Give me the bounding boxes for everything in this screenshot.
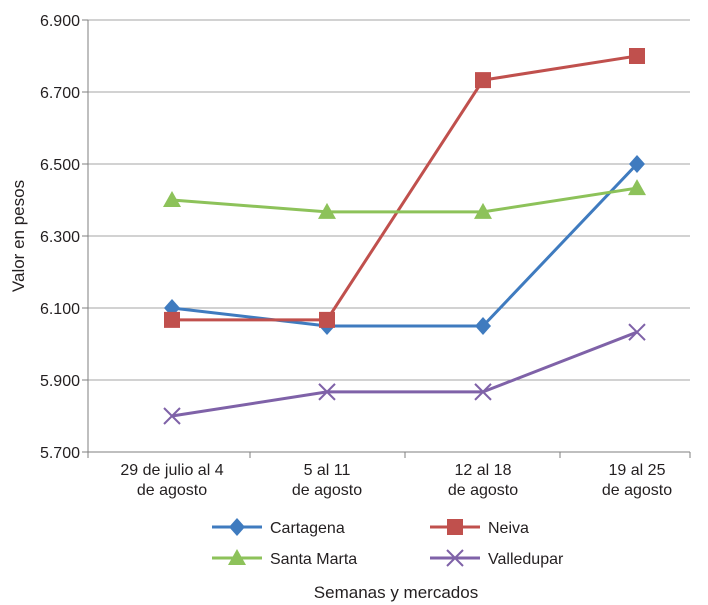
x-marker bbox=[628, 323, 646, 341]
gridlines bbox=[88, 19, 690, 381]
x-marker bbox=[446, 549, 464, 567]
x-marker-stroke bbox=[318, 383, 336, 401]
axes bbox=[82, 19, 691, 458]
square-marker bbox=[475, 72, 491, 89]
x-tick-label: de agosto bbox=[137, 482, 207, 499]
series-line bbox=[171, 330, 638, 418]
triangle-marker bbox=[318, 202, 336, 219]
series-santa-marta bbox=[163, 179, 646, 219]
series-neiva bbox=[164, 48, 645, 328]
series-valledupar bbox=[163, 323, 646, 425]
series-line bbox=[172, 54, 638, 322]
triangle-marker bbox=[474, 202, 492, 219]
triangle-marker bbox=[163, 191, 181, 207]
legend-item: Cartagena bbox=[212, 518, 345, 537]
y-axis-title: Valor en pesos bbox=[9, 180, 28, 292]
x-tick-label: de agosto bbox=[448, 482, 518, 499]
y-tick-label: 6.100 bbox=[40, 301, 80, 318]
series-line bbox=[171, 186, 638, 214]
legend-item: Valledupar bbox=[430, 549, 564, 568]
x-tick-label: de agosto bbox=[602, 482, 672, 499]
y-tick-label: 6.500 bbox=[40, 157, 80, 174]
x-marker bbox=[163, 407, 181, 425]
x-marker bbox=[318, 383, 336, 401]
legend-item: Neiva bbox=[430, 519, 529, 537]
x-tick-label: 19 al 25 bbox=[609, 462, 666, 479]
series-group bbox=[163, 48, 646, 425]
y-tick-label: 5.900 bbox=[40, 373, 80, 390]
triangle-marker bbox=[628, 179, 646, 196]
square-marker bbox=[447, 519, 463, 535]
triangle-marker bbox=[228, 549, 246, 565]
x-marker bbox=[474, 383, 492, 401]
x-tick-label: 12 al 18 bbox=[455, 462, 512, 479]
x-tick-label: 29 de julio al 4 bbox=[120, 462, 223, 479]
diamond-marker bbox=[475, 317, 491, 335]
x-marker-stroke bbox=[474, 383, 492, 401]
series-line bbox=[171, 162, 639, 328]
x-marker-stroke bbox=[163, 407, 181, 425]
x-tick-label: de agosto bbox=[292, 482, 362, 499]
y-tick-label: 6.700 bbox=[40, 85, 80, 102]
legend-label: Santa Marta bbox=[270, 551, 357, 568]
x-axis-title: Semanas y mercados bbox=[314, 583, 478, 602]
y-tick-label: 5.700 bbox=[40, 445, 80, 462]
square-marker bbox=[164, 311, 180, 328]
diamond-marker bbox=[229, 518, 245, 536]
y-tick-labels: 5.700 5.900 6.100 6.300 6.500 6.700 6.900 bbox=[40, 13, 80, 462]
square-marker bbox=[629, 48, 645, 64]
y-tick-label: 6.900 bbox=[40, 13, 80, 30]
legend-label: Valledupar bbox=[488, 551, 564, 568]
legend-item: Santa Marta bbox=[212, 549, 357, 568]
diamond-marker bbox=[629, 155, 645, 173]
legend: Cartagena Neiva Santa Marta Valledupar bbox=[212, 518, 564, 568]
x-marker-stroke bbox=[628, 323, 646, 341]
y-tick-label: 6.300 bbox=[40, 229, 80, 246]
x-marker-stroke bbox=[446, 549, 464, 567]
x-tick-labels: 29 de julio al 4 de agosto 5 al 11 de agost… bbox=[120, 462, 672, 499]
x-tick-label: 5 al 11 bbox=[304, 462, 351, 479]
square-marker bbox=[319, 311, 335, 328]
legend-label: Neiva bbox=[488, 520, 529, 537]
legend-label: Cartagena bbox=[270, 520, 345, 537]
